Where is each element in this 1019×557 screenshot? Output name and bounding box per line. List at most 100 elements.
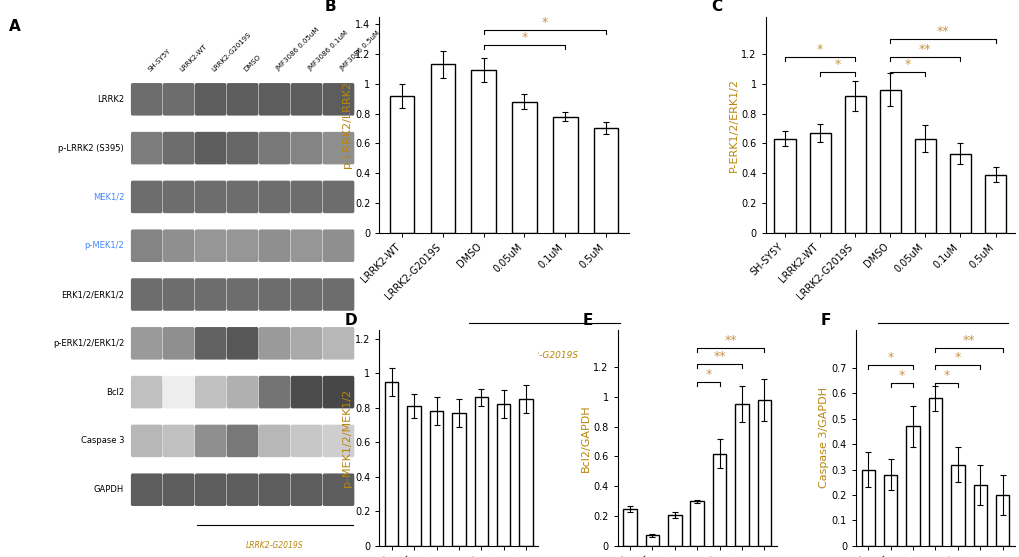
- Bar: [735, 404, 748, 546]
- FancyBboxPatch shape: [259, 83, 290, 116]
- Bar: [861, 470, 874, 546]
- FancyBboxPatch shape: [195, 376, 226, 408]
- FancyBboxPatch shape: [195, 132, 226, 164]
- Bar: [712, 453, 726, 546]
- FancyBboxPatch shape: [130, 180, 162, 213]
- FancyBboxPatch shape: [163, 180, 195, 213]
- Bar: [645, 535, 658, 546]
- Text: p-MEK1/2: p-MEK1/2: [85, 241, 124, 250]
- Bar: [757, 400, 770, 546]
- Bar: [883, 475, 897, 546]
- Bar: [844, 96, 865, 233]
- FancyBboxPatch shape: [226, 424, 258, 457]
- FancyBboxPatch shape: [290, 376, 322, 408]
- FancyBboxPatch shape: [130, 327, 162, 360]
- Bar: [496, 404, 510, 546]
- Text: B: B: [324, 0, 336, 14]
- FancyBboxPatch shape: [322, 83, 354, 116]
- Text: F: F: [820, 312, 830, 328]
- FancyBboxPatch shape: [322, 327, 354, 360]
- Bar: [879, 90, 900, 233]
- Text: JMF3086 0.1uM: JMF3086 0.1uM: [307, 30, 348, 72]
- Bar: [451, 413, 465, 546]
- FancyBboxPatch shape: [163, 229, 195, 262]
- Bar: [407, 406, 421, 546]
- FancyBboxPatch shape: [130, 83, 162, 116]
- Bar: [995, 495, 1009, 546]
- Y-axis label: Caspase 3/GAPDH: Caspase 3/GAPDH: [818, 387, 828, 488]
- FancyBboxPatch shape: [290, 424, 322, 457]
- FancyBboxPatch shape: [259, 229, 290, 262]
- FancyBboxPatch shape: [226, 376, 258, 408]
- Text: p-LRRK2 (S395): p-LRRK2 (S395): [58, 144, 124, 153]
- FancyBboxPatch shape: [259, 180, 290, 213]
- FancyBboxPatch shape: [226, 278, 258, 311]
- Text: JMF3086 0.05uM: JMF3086 0.05uM: [275, 27, 320, 72]
- FancyBboxPatch shape: [195, 424, 226, 457]
- FancyBboxPatch shape: [226, 473, 258, 506]
- Text: *: *: [541, 16, 547, 29]
- FancyBboxPatch shape: [290, 229, 322, 262]
- Bar: [474, 397, 487, 546]
- Text: LRRK2-G2019S: LRRK2-G2019S: [246, 540, 304, 550]
- FancyBboxPatch shape: [290, 180, 322, 213]
- FancyBboxPatch shape: [195, 327, 226, 360]
- Text: MEK1/2: MEK1/2: [93, 192, 124, 202]
- FancyBboxPatch shape: [322, 424, 354, 457]
- FancyBboxPatch shape: [130, 424, 162, 457]
- Bar: [429, 411, 443, 546]
- Y-axis label: p-MEK1/2/MEK1/2: p-MEK1/2/MEK1/2: [342, 389, 352, 487]
- FancyBboxPatch shape: [290, 83, 322, 116]
- Text: p-ERK1/2/ERK1/2: p-ERK1/2/ERK1/2: [53, 339, 124, 348]
- Text: E: E: [582, 312, 593, 328]
- Bar: [773, 139, 795, 233]
- Text: SH-SY5Y: SH-SY5Y: [147, 47, 172, 72]
- FancyBboxPatch shape: [163, 83, 195, 116]
- FancyBboxPatch shape: [195, 473, 226, 506]
- Text: D: D: [344, 312, 357, 328]
- FancyBboxPatch shape: [322, 229, 354, 262]
- Text: *: *: [943, 369, 949, 382]
- FancyBboxPatch shape: [195, 180, 226, 213]
- FancyBboxPatch shape: [322, 473, 354, 506]
- FancyBboxPatch shape: [130, 132, 162, 164]
- Bar: [906, 427, 919, 546]
- Bar: [519, 399, 532, 546]
- Text: *: *: [887, 351, 893, 364]
- FancyBboxPatch shape: [226, 327, 258, 360]
- Bar: [552, 116, 577, 233]
- FancyBboxPatch shape: [322, 180, 354, 213]
- Text: C: C: [710, 0, 721, 14]
- FancyBboxPatch shape: [322, 376, 354, 408]
- Bar: [972, 485, 986, 546]
- Text: *: *: [904, 58, 910, 71]
- Text: LRRK2-G2019S: LRRK2-G2019S: [211, 31, 252, 72]
- Bar: [949, 154, 970, 233]
- Text: **: **: [935, 25, 949, 38]
- Bar: [471, 70, 495, 233]
- FancyBboxPatch shape: [259, 278, 290, 311]
- FancyBboxPatch shape: [259, 473, 290, 506]
- FancyBboxPatch shape: [163, 424, 195, 457]
- Text: LRRK2-G2019S: LRRK2-G2019S: [511, 351, 579, 360]
- Text: Caspase 3: Caspase 3: [81, 437, 124, 446]
- Text: LRRK2: LRRK2: [97, 95, 124, 104]
- FancyBboxPatch shape: [130, 376, 162, 408]
- FancyBboxPatch shape: [163, 278, 195, 311]
- Text: **: **: [962, 334, 974, 346]
- Bar: [430, 65, 454, 233]
- FancyBboxPatch shape: [163, 132, 195, 164]
- Text: ERK1/2/ERK1/2: ERK1/2/ERK1/2: [61, 290, 124, 299]
- Bar: [914, 139, 935, 233]
- Bar: [623, 509, 636, 546]
- FancyBboxPatch shape: [195, 278, 226, 311]
- Text: **: **: [723, 334, 737, 346]
- FancyBboxPatch shape: [259, 424, 290, 457]
- FancyBboxPatch shape: [226, 180, 258, 213]
- FancyBboxPatch shape: [290, 132, 322, 164]
- FancyBboxPatch shape: [290, 278, 322, 311]
- FancyBboxPatch shape: [226, 229, 258, 262]
- Bar: [950, 465, 964, 546]
- FancyBboxPatch shape: [163, 473, 195, 506]
- Bar: [593, 129, 618, 233]
